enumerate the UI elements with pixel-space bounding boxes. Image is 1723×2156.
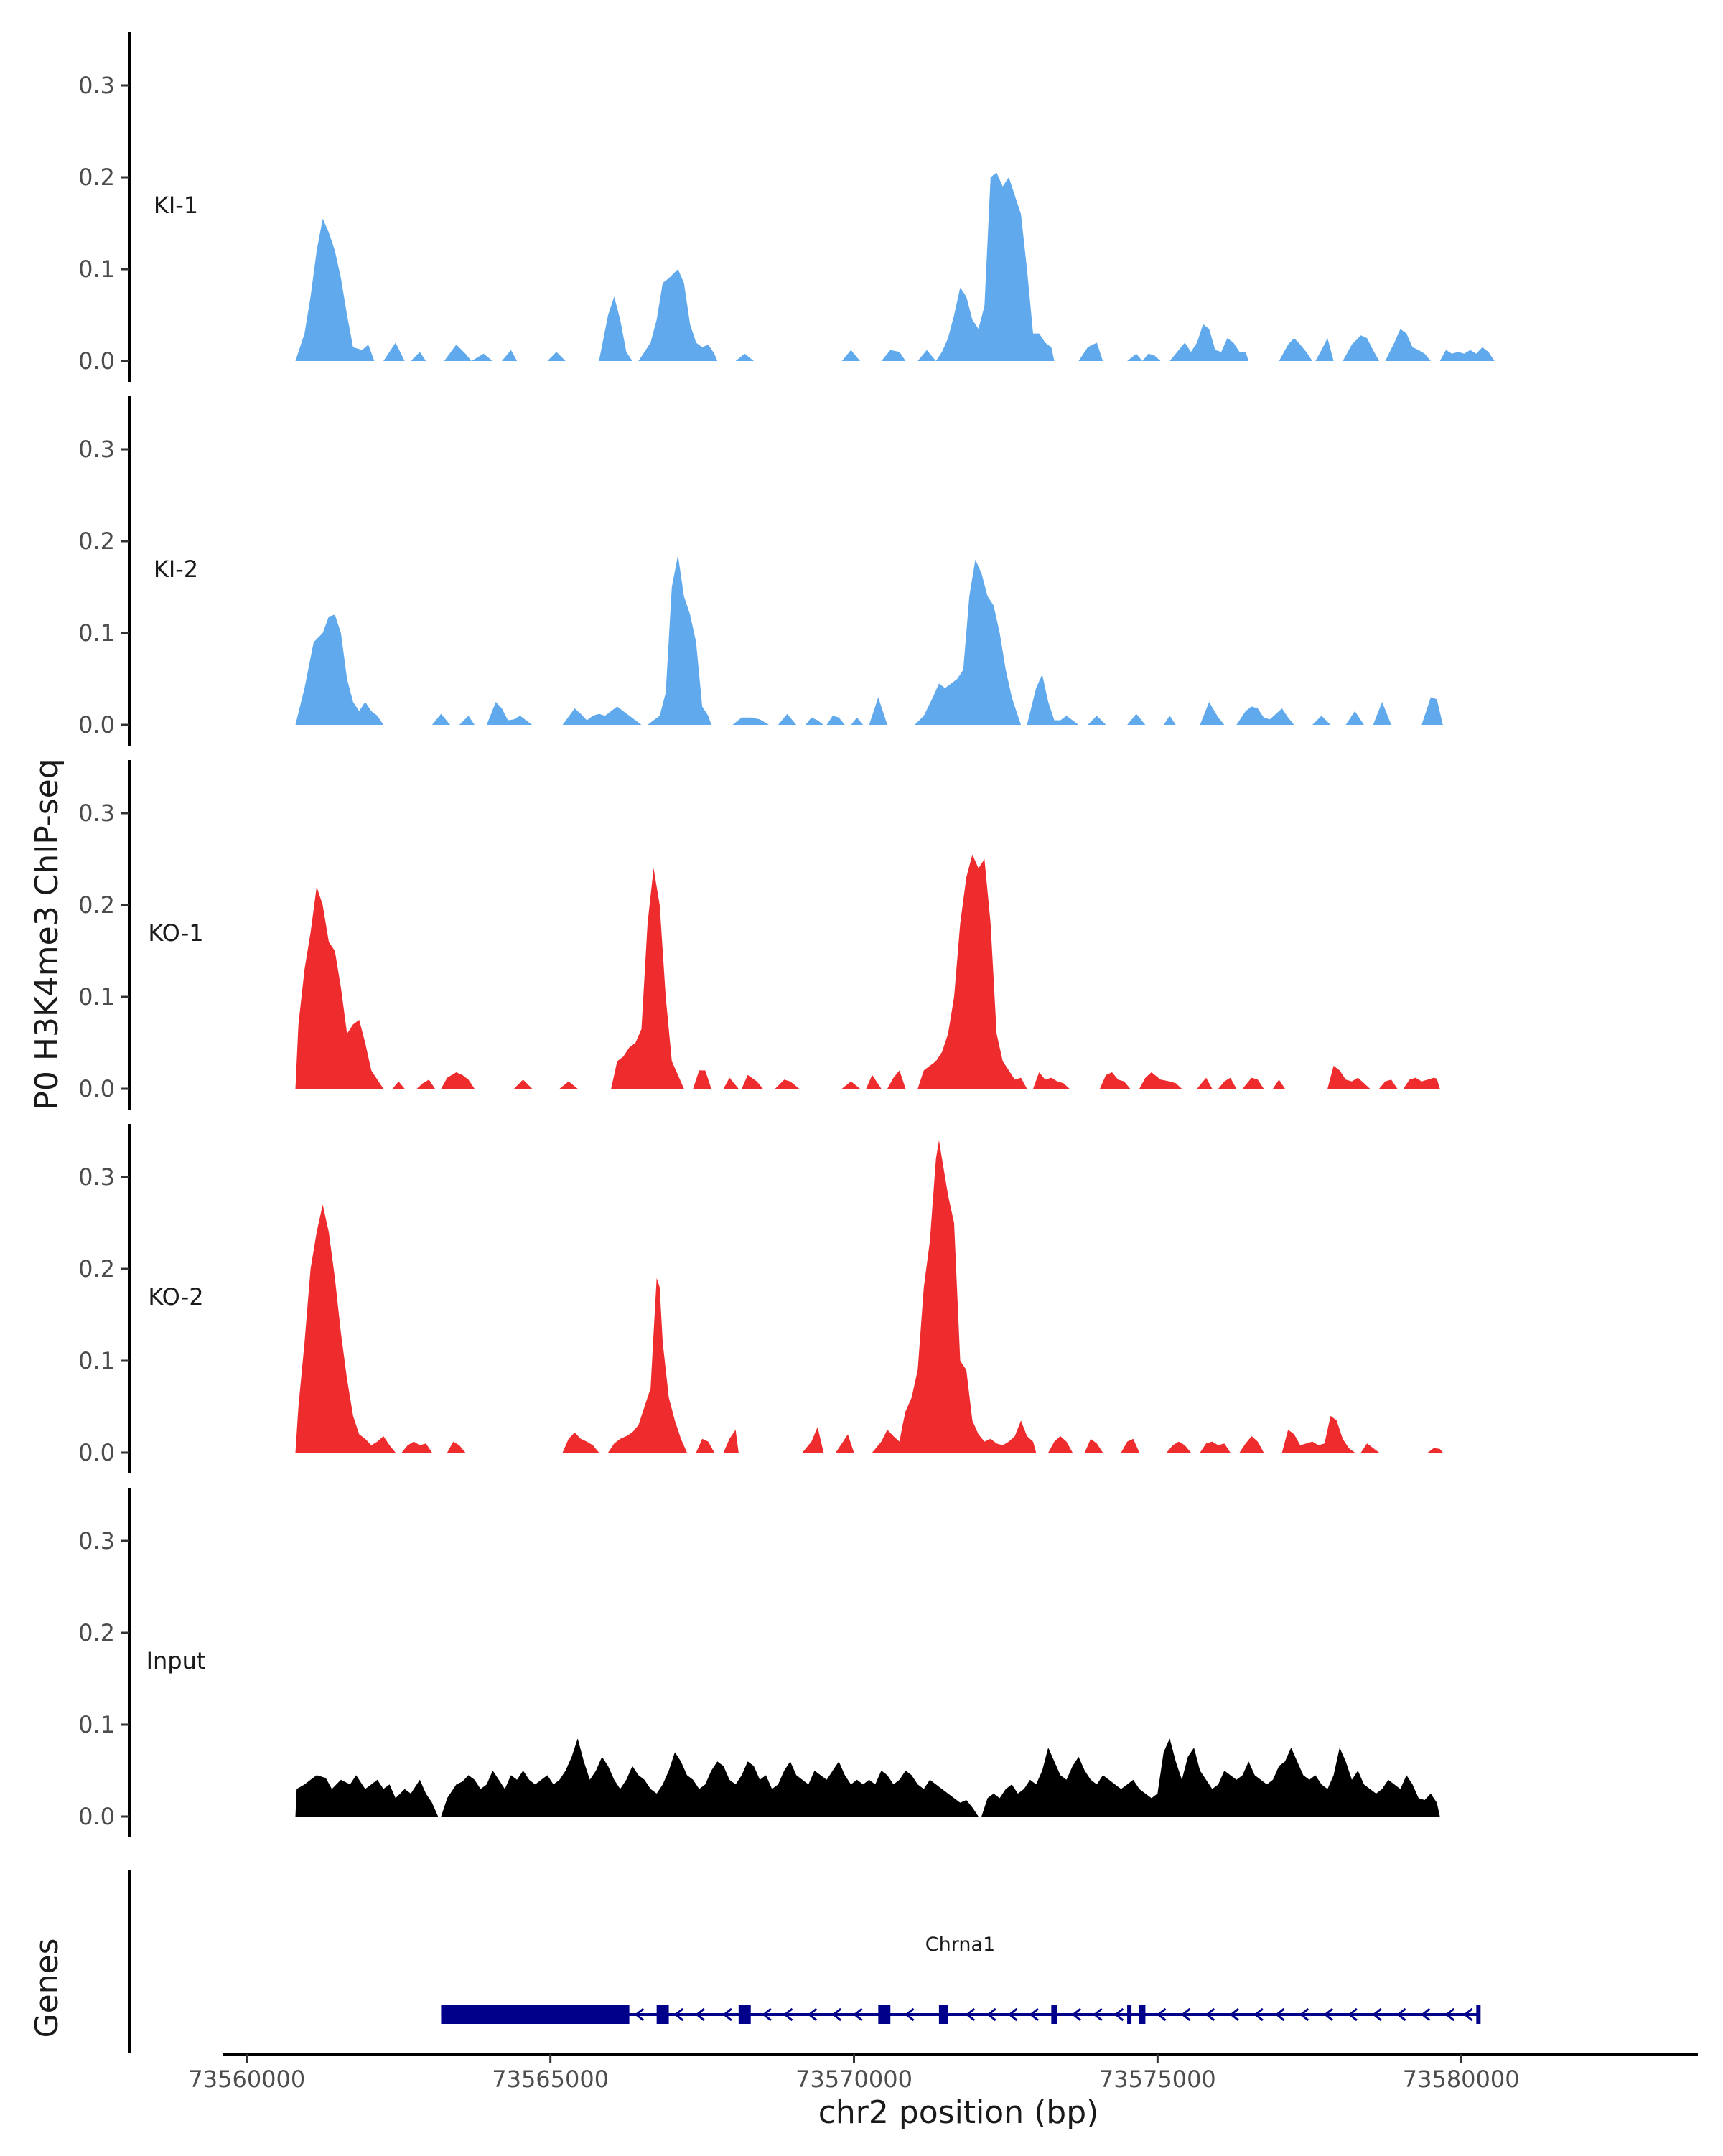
gene-strand-arrow [1299, 2007, 1309, 2022]
y-tick-label: 0.3 [78, 800, 115, 827]
x-tick-label: 73565000 [492, 2066, 609, 2093]
gene-strand-arrow [695, 2007, 705, 2022]
track-ki-1: 0.0 0.1 0.2 0.3 KI-1 [78, 32, 1495, 382]
track-area-input [295, 1738, 1440, 1817]
track-input: 0.0 0.1 0.2 0.3 Input [78, 1488, 1440, 1837]
track-label: KO-2 [148, 1283, 203, 1311]
y-tick-label: 0.1 [78, 256, 115, 283]
gene-exon [938, 2005, 948, 2024]
y-tick-label: 0.0 [78, 1439, 115, 1466]
gene-exon [1127, 2005, 1132, 2024]
track-label: KI-1 [154, 192, 198, 219]
track-area-ki-2 [295, 555, 1443, 725]
gene-strand-arrow [1323, 2007, 1334, 2022]
y-tick-label: 0.1 [78, 983, 115, 1011]
gene-strand-arrow [722, 2007, 732, 2022]
gene-strand-arrow [1253, 2007, 1264, 2022]
track-label: Input [146, 1647, 206, 1674]
gene-strand-arrow [1348, 2007, 1358, 2022]
gene-strand-arrow [1229, 2007, 1239, 2022]
y-tick-label: 0.3 [78, 436, 115, 463]
y-tick-label: 0.3 [78, 72, 115, 99]
gene-strand-arrow [1396, 2007, 1406, 2022]
gene-strand-arrow [783, 2007, 793, 2022]
x-tick-label: 73575000 [1099, 2066, 1216, 2093]
gene-exon [738, 2005, 751, 2024]
gene-strand-arrow [1071, 2007, 1082, 2022]
track-area-ko-1 [295, 854, 1440, 1089]
y-tick-label: 0.0 [78, 1803, 115, 1830]
gene-strand-arrow [634, 2007, 645, 2022]
y-tick-label: 0.1 [78, 1347, 115, 1374]
gene-strand-arrow [1007, 2007, 1018, 2022]
y-tick-label: 0.1 [78, 1711, 115, 1738]
gene-strand-arrow [1463, 2007, 1473, 2022]
y-tick-label: 0.2 [78, 891, 115, 919]
gene-name-label: Chrna1 [925, 1934, 995, 1956]
track-ko-1: 0.0 0.1 0.2 0.3 KO-1 [78, 760, 1440, 1110]
gene-strand-arrow [1205, 2007, 1215, 2022]
track-area-ki-1 [295, 172, 1495, 361]
genes-axis-title: Genes [29, 1938, 65, 2038]
x-tick-label: 73580000 [1403, 2066, 1520, 2093]
track-area-ko-2 [295, 1140, 1443, 1453]
gene-exon [1476, 2005, 1481, 2024]
gene-strand-arrow [1275, 2007, 1285, 2022]
gene-strand-arrow [1157, 2007, 1167, 2022]
gene-strand-arrow [673, 2007, 684, 2022]
gene-strand-arrow [965, 2007, 976, 2022]
gene-strand-arrow [853, 2007, 863, 2022]
gene-strand-arrow [905, 2007, 915, 2022]
gene-strand-arrow [1029, 2007, 1039, 2022]
gene-exon [441, 2005, 630, 2024]
gene-exon [1051, 2005, 1057, 2024]
y-tick-label: 0.2 [78, 164, 115, 191]
gene-strand-arrow [1372, 2007, 1382, 2022]
gene-strand-arrow [807, 2007, 818, 2022]
y-tick-label: 0.2 [78, 1619, 115, 1646]
y-axis-title: P0 H3K4me3 ChIP-seq [29, 759, 65, 1110]
y-tick-label: 0.0 [78, 347, 115, 375]
track-ko-2: 0.0 0.1 0.2 0.3 KO-2 [78, 1124, 1443, 1473]
y-tick-label: 0.3 [78, 1163, 115, 1191]
gene-strand-arrow [1421, 2007, 1431, 2022]
gene-strand-arrow [1444, 2007, 1455, 2022]
x-axis-title: chr2 position (bp) [818, 2094, 1099, 2131]
y-tick-label: 0.1 [78, 619, 115, 647]
y-tick-label: 0.2 [78, 528, 115, 555]
x-tick-label: 73570000 [795, 2066, 912, 2093]
track-label: KI-2 [154, 556, 198, 583]
tracks-layer: 0.00.10.20.3KI-10.00.10.20.3KI-20.00.10.… [78, 32, 1495, 1837]
y-tick-label: 0.2 [78, 1255, 115, 1283]
x-tick-label: 73560000 [188, 2066, 305, 2093]
track-ki-2: 0.0 0.1 0.2 0.3 KI-2 [78, 396, 1443, 746]
track-label: KO-1 [148, 919, 203, 947]
gene-strand-arrow [1180, 2007, 1191, 2022]
gene-exon [1139, 2005, 1146, 2024]
y-tick-label: 0.0 [78, 1075, 115, 1102]
gene-strand-arrow [986, 2007, 996, 2022]
gene-exon [878, 2005, 891, 2024]
gene-strand-arrow [762, 2007, 772, 2022]
y-tick-label: 0.0 [78, 711, 115, 739]
gene-strand-arrow [1093, 2007, 1103, 2022]
y-tick-label: 0.3 [78, 1527, 115, 1555]
gene-strand-arrow [831, 2007, 842, 2022]
x-axis: 73560000 73565000 73570000 73575000 73580000 [188, 2053, 1698, 2093]
gene-exon [656, 2005, 669, 2024]
gene-layer: Chrna1 [128, 1870, 1481, 2053]
gene-strand-arrow [1113, 2007, 1124, 2022]
